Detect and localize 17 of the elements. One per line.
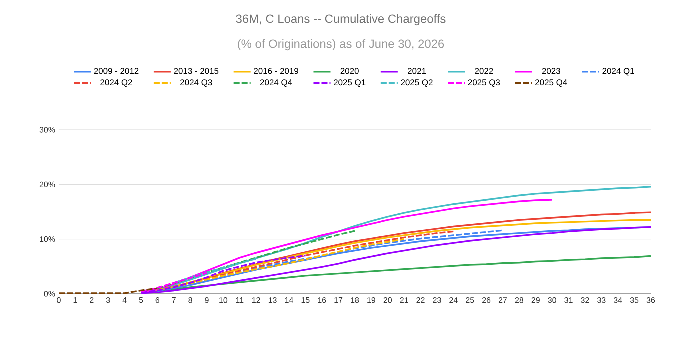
legend-label: 2025 Q4 [536, 80, 568, 88]
legend-label: 2025 Q2 [401, 80, 433, 88]
legend-label: 2025 Q1 [334, 80, 366, 88]
legend-label: 2023 [542, 68, 560, 74]
legend-label: 2016 - 2019 [254, 68, 298, 74]
legend-label: 2024 Q1 [602, 68, 634, 76]
chart-title: 36M, C Loans -- Cumulative Chargeoffs [236, 14, 446, 26]
legend-label: 2009 - 2012 [94, 68, 139, 74]
chart-subtitle: (% of Originations) as of June 30, 2026 [238, 39, 444, 51]
legend-label: 2020 [340, 68, 359, 74]
legend-label: 2025 Q3 [468, 80, 500, 88]
legend-label: 2024 Q3 [180, 80, 212, 88]
legend-label: 2024 Q4 [260, 80, 292, 88]
legend-label: 2024 Q2 [100, 80, 132, 88]
legend-label: 2013 - 2015 [174, 68, 219, 74]
legend-label: 2022 [475, 68, 494, 74]
legend-label: 2021 [408, 68, 426, 74]
